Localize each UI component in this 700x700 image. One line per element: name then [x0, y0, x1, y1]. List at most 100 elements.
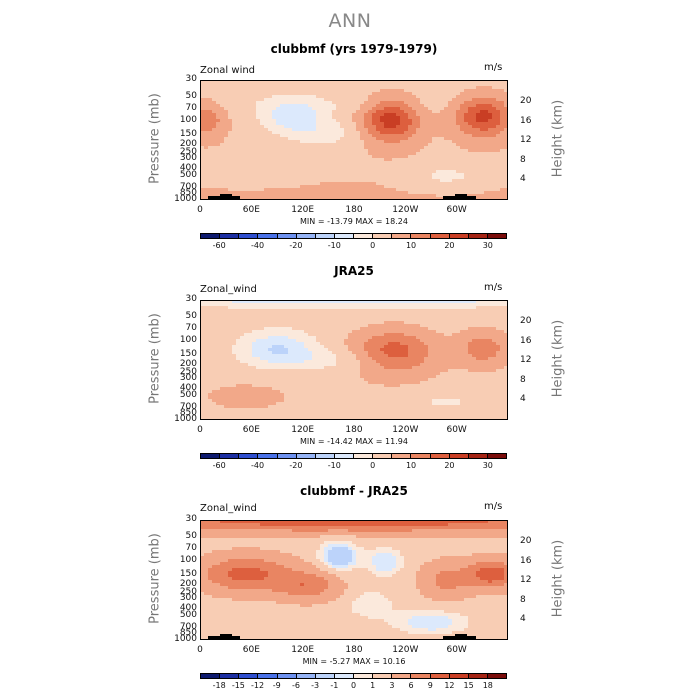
heatmap-cell — [412, 137, 417, 141]
heatmap-cell — [316, 152, 321, 156]
heatmap-cell — [320, 170, 325, 174]
heatmap-cell — [336, 372, 341, 376]
heatmap-cell — [300, 128, 305, 132]
heatmap-cell — [296, 98, 301, 102]
topography-mask — [464, 196, 476, 200]
heatmap-cell — [504, 185, 508, 189]
heatmap-cell — [236, 363, 241, 367]
heatmap-cell — [312, 336, 317, 340]
heatmap-cell — [296, 354, 301, 358]
heatmap-cell — [308, 357, 313, 361]
heatmap-cell — [228, 363, 233, 367]
heatmap-cell — [468, 173, 473, 177]
heatmap-cell — [284, 95, 289, 99]
heatmap-cell — [316, 119, 321, 123]
heatmap-cell — [460, 89, 465, 93]
heatmap-cell — [456, 152, 461, 156]
heatmap-cell — [452, 131, 457, 135]
heatmap-cell — [240, 354, 245, 358]
heatmap-cell — [320, 414, 325, 418]
heatmap-cell — [328, 405, 333, 409]
heatmap-cell — [288, 164, 293, 168]
heatmap-cell — [292, 131, 297, 135]
heatmap-cell — [212, 348, 217, 352]
heatmap-cell — [292, 405, 297, 409]
heatmap-cell — [272, 80, 277, 84]
heatmap-cell — [240, 327, 245, 331]
heatmap-cell — [448, 158, 453, 162]
heatmap-cell — [424, 197, 429, 200]
heatmap-cell — [288, 170, 293, 174]
heatmap-cell — [220, 366, 225, 370]
heatmap-cell — [236, 188, 241, 192]
heatmap-cell — [288, 155, 293, 159]
heatmap-cell — [260, 396, 265, 400]
heatmap-cell — [224, 303, 229, 307]
heatmap-cell — [284, 89, 289, 93]
heatmap-cell — [372, 191, 377, 195]
heatmap-cell — [292, 345, 297, 349]
heatmap-cell — [400, 128, 405, 132]
heatmap-cell — [260, 128, 265, 132]
heatmap-cell — [328, 161, 333, 165]
heatmap-cell — [368, 107, 373, 111]
heatmap-cell — [336, 128, 341, 132]
heatmap-cell — [468, 185, 473, 189]
heatmap-cell — [324, 158, 329, 162]
heatmap-cell — [252, 158, 257, 162]
heatmap-cell — [252, 155, 257, 159]
heatmap-cell — [316, 372, 321, 376]
heatmap-cell — [296, 366, 301, 370]
heatmap-cell — [484, 110, 489, 114]
heatmap-cell — [228, 137, 233, 141]
heatmap-cell — [372, 92, 377, 96]
heatmap-cell — [356, 327, 361, 331]
heatmap-cell — [292, 327, 297, 331]
heatmap-cell — [256, 372, 261, 376]
heatmap-cell — [212, 393, 217, 397]
heatmap-cell — [260, 351, 265, 355]
heatmap-cell — [216, 351, 221, 355]
heatmap-cell — [380, 372, 385, 376]
heatmap-cell — [308, 194, 313, 198]
heatmap-cell — [332, 164, 337, 168]
heatmap-cell — [504, 179, 508, 183]
heatmap-cell — [260, 83, 265, 87]
heatmap-cell — [480, 95, 485, 99]
heatmap-cell — [360, 122, 365, 126]
heatmap-cell — [224, 110, 229, 114]
heatmap-cell — [472, 122, 477, 126]
heatmap-cell — [248, 80, 253, 84]
heatmap-cell — [244, 321, 249, 325]
heatmap-cell — [440, 140, 445, 144]
heatmap-cell — [448, 146, 453, 150]
heatmap-cell — [436, 194, 441, 198]
colorbar-swatch — [392, 234, 412, 238]
heatmap-cell — [212, 345, 217, 349]
heatmap-cell — [316, 98, 321, 102]
heatmap-cell — [212, 381, 217, 385]
heatmap-cell — [308, 128, 313, 132]
heatmap-cell — [284, 164, 289, 168]
heatmap-cell — [304, 333, 309, 337]
heatmap-cell — [380, 101, 385, 105]
heatmap-cell — [224, 185, 229, 189]
heatmap-cell — [320, 161, 325, 165]
heatmap-cell — [268, 357, 273, 361]
heatmap-cell — [384, 197, 389, 200]
heatmap-cell — [412, 101, 417, 105]
heatmap-cell — [372, 381, 377, 385]
heatmap-cell — [332, 414, 337, 418]
heatmap-cell — [292, 110, 297, 114]
heatmap-cell — [208, 399, 213, 403]
heatmap-cell — [264, 143, 269, 147]
heatmap-cell — [264, 363, 269, 367]
heatmap-cell — [224, 327, 229, 331]
heatmap-cell — [464, 134, 469, 138]
heatmap-cell — [216, 396, 221, 400]
heatmap-cell — [360, 86, 365, 90]
heatmap-cell — [468, 176, 473, 180]
heatmap-cell — [384, 113, 389, 117]
heatmap-cell — [208, 330, 213, 334]
heatmap-cell — [460, 83, 465, 87]
